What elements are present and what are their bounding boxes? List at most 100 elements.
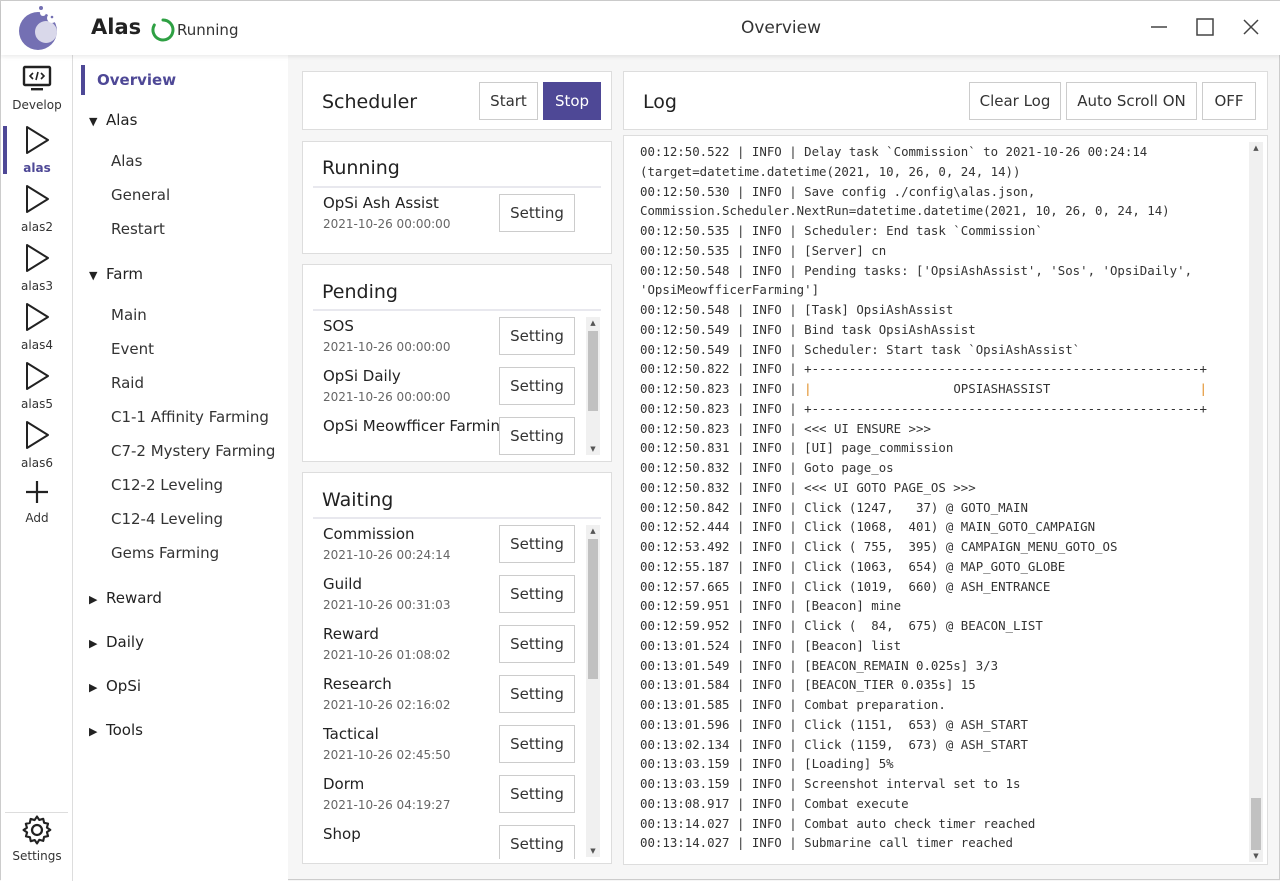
task-setting-button[interactable]: Setting <box>499 417 575 455</box>
monitor-code-icon <box>22 65 52 98</box>
task-setting-button[interactable]: Setting <box>499 317 575 355</box>
log-line: 00:12:50.823 | INFO | | OPSIASHASSIST | <box>640 381 1207 396</box>
log-line: 00:12:57.665 | INFO | Click (1019, 660) … <box>640 578 1051 594</box>
log-line: 00:13:14.027 | INFO | Submarine call tim… <box>640 835 1013 851</box>
nav-group-daily[interactable]: ▶ Daily <box>89 633 144 651</box>
nav-group-farm[interactable]: ▼ Farm <box>89 265 143 283</box>
play-icon <box>23 301 51 338</box>
scrollbar-thumb[interactable] <box>1251 798 1261 850</box>
sidebar-item-alas4[interactable]: alas4 <box>1 301 73 357</box>
task-next-run-time: 2021-10-26 00:24:14 <box>323 548 451 562</box>
minimize-button[interactable] <box>1147 15 1171 39</box>
app-title: Alas <box>91 15 142 39</box>
nav-group-alas[interactable]: ▼ Alas <box>89 111 137 129</box>
task-name: Reward <box>323 625 379 643</box>
pending-card: Pending SOS 2021-10-26 00:00:00 Setting OpS… <box>302 264 612 462</box>
scroll-down-icon[interactable]: ▼ <box>590 847 596 855</box>
task-next-run-time: 2021-10-26 00:31:03 <box>323 598 451 612</box>
log-line: 00:13:03.159 | INFO | Screenshot interva… <box>640 776 1021 791</box>
nav-item[interactable]: Restart <box>111 220 165 238</box>
triangle-right-icon: ▶ <box>89 681 98 694</box>
nav-item[interactable]: Alas <box>111 152 143 170</box>
log-line: 'OpsiMeowfficerFarming'] <box>640 282 820 298</box>
task-item: Dorm 2021-10-26 04:19:27 Setting <box>323 775 583 825</box>
alas-logo-icon <box>19 6 57 50</box>
nav-group-label: OpSi <box>106 677 142 695</box>
task-name: OpSi Meowfficer Farming <box>323 417 510 435</box>
auto-scroll-on-button[interactable]: Auto Scroll ON <box>1066 82 1197 120</box>
task-item: Commission 2021-10-26 00:24:14 Setting <box>323 525 583 575</box>
task-next-run-time: 2021-10-26 02:45:50 <box>323 748 451 762</box>
sidebar-item-label: Settings <box>12 849 62 863</box>
log-line: 00:12:52.444 | INFO | Click (1068, 401) … <box>640 519 1096 535</box>
nav-group-reward[interactable]: ▶ Reward <box>89 589 162 607</box>
clear-log-button[interactable]: Clear Log <box>969 82 1061 120</box>
nav-item[interactable]: Gems Farming <box>111 544 220 562</box>
auto-scroll-off-button[interactable]: OFF <box>1202 82 1256 120</box>
task-setting-button[interactable]: Setting <box>499 575 575 613</box>
task-setting-button[interactable]: Setting <box>499 367 575 405</box>
task-setting-button[interactable]: Setting <box>499 525 575 563</box>
waiting-title: Waiting <box>322 489 394 511</box>
log-line: 00:12:50.822 | INFO | +-----------------… <box>640 361 1207 377</box>
sidebar-item-add[interactable]: Add <box>1 478 73 534</box>
scroll-up-icon[interactable]: ▲ <box>590 319 596 327</box>
task-name: Dorm <box>323 775 365 793</box>
task-setting-button[interactable]: Setting <box>499 775 575 813</box>
waiting-scrollbar[interactable]: ▲ ▼ <box>586 525 600 857</box>
nav-item[interactable]: Event <box>111 340 154 358</box>
scroll-down-icon[interactable]: ▼ <box>590 445 596 453</box>
task-setting-button[interactable]: Setting <box>499 725 575 763</box>
close-button[interactable] <box>1239 15 1263 39</box>
nav-item[interactable]: Main <box>111 306 147 324</box>
start-button[interactable]: Start <box>479 82 538 120</box>
maximize-button[interactable] <box>1193 15 1217 39</box>
status-text: Running <box>177 21 239 39</box>
triangle-right-icon: ▶ <box>89 725 98 738</box>
log-line: 00:12:50.823 | INFO | +-----------------… <box>640 400 1207 416</box>
task-name: OpSi Ash Assist <box>323 194 439 212</box>
nav-item[interactable]: General <box>111 186 171 204</box>
nav-item[interactable]: C12-4 Leveling <box>111 510 224 528</box>
sidebar-item-alas6[interactable]: alas6 <box>1 419 73 475</box>
sidebar-item-alas[interactable]: alas <box>1 124 73 180</box>
log-line: 00:12:50.548 | INFO | [Task] OpsiAshAssi… <box>640 302 954 317</box>
stop-button[interactable]: Stop <box>543 82 601 120</box>
scrollbar-thumb[interactable] <box>588 539 598 679</box>
log-header-card: Log Clear Log Auto Scroll ON OFF <box>623 71 1268 130</box>
nav-group-tools[interactable]: ▶ Tools <box>89 721 143 739</box>
task-setting-button[interactable]: Setting <box>499 625 575 663</box>
task-item: Guild 2021-10-26 00:31:03 Setting <box>323 575 583 625</box>
scroll-down-icon[interactable]: ▼ <box>1253 852 1259 860</box>
task-name: OpSi Daily <box>323 367 401 385</box>
scroll-up-icon[interactable]: ▲ <box>590 527 596 535</box>
log-line: 00:13:14.027 | INFO | Combat auto check … <box>640 815 1036 831</box>
task-setting-button[interactable]: Setting <box>499 194 575 232</box>
scrollbar-thumb[interactable] <box>588 331 598 411</box>
title-bar: Alas Running Overview <box>1 1 1280 55</box>
nav-item[interactable]: C12-2 Leveling <box>111 476 224 494</box>
nav-item-overview[interactable]: Overview <box>81 65 176 95</box>
nav-item[interactable]: C1-1 Affinity Farming <box>111 408 269 426</box>
pending-title: Pending <box>322 281 398 303</box>
sidebar-item-settings[interactable]: Settings <box>1 813 73 869</box>
nav-group-label: Reward <box>106 589 162 607</box>
sidebar-item-alas2[interactable]: alas2 <box>1 183 73 239</box>
task-setting-button[interactable]: Setting <box>499 675 575 713</box>
log-scrollbar[interactable]: ▲ ▼ <box>1249 142 1263 862</box>
sidebar-item-label: Develop <box>12 98 62 112</box>
nav-item[interactable]: C7-2 Mystery Farming <box>111 442 276 460</box>
log-line: 00:12:59.951 | INFO | [Beacon] mine <box>640 598 902 614</box>
log-line: 00:12:50.832 | INFO | <<< UI GOTO PAGE_O… <box>640 479 976 495</box>
log-line: Commission.Scheduler.NextRun=datetime.da… <box>640 203 1170 219</box>
nav-item[interactable]: Raid <box>111 374 144 392</box>
sidebar-item-alas3[interactable]: alas3 <box>1 242 73 298</box>
task-name: Guild <box>323 575 362 593</box>
sidebar-item-alas5[interactable]: alas5 <box>1 360 73 416</box>
scroll-up-icon[interactable]: ▲ <box>1253 144 1259 152</box>
pending-scrollbar[interactable]: ▲ ▼ <box>586 317 600 455</box>
task-setting-button[interactable]: Setting <box>499 825 575 859</box>
nav-group-opsi[interactable]: ▶ OpSi <box>89 677 141 695</box>
sidebar-item-develop[interactable]: Develop <box>1 65 73 121</box>
play-icon <box>23 360 51 397</box>
